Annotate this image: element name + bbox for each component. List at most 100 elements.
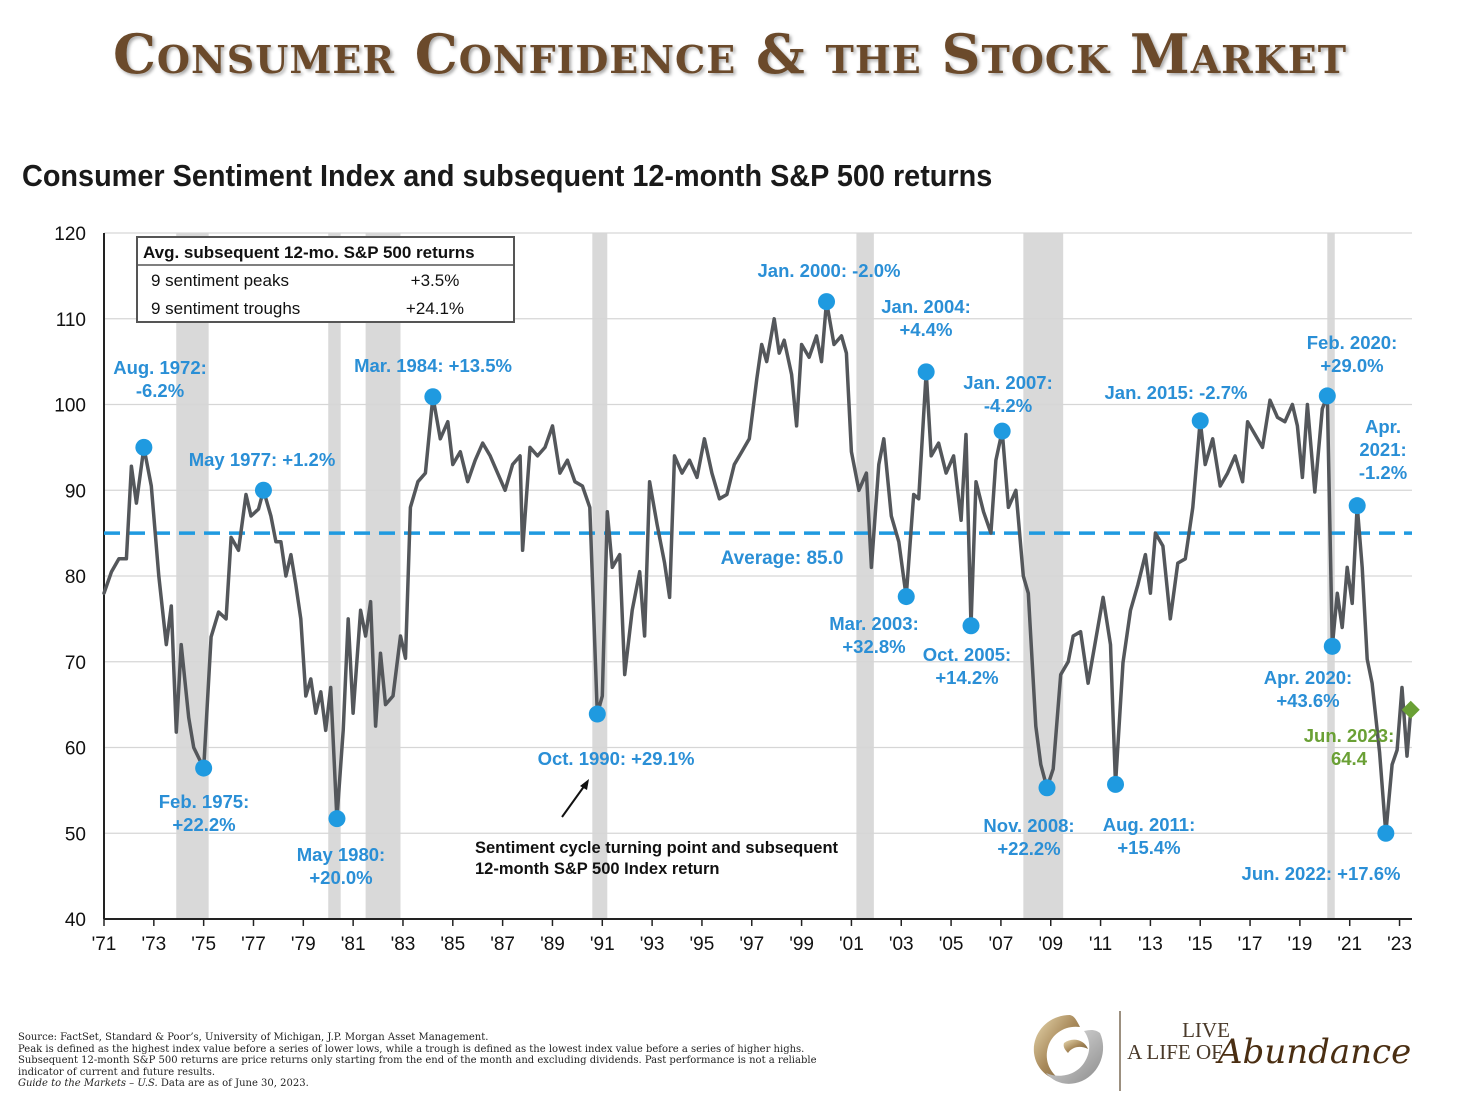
annotation: Sentiment cycle turning point and subseq… (475, 779, 839, 878)
x-tick-label: '89 (540, 934, 565, 955)
turning-point-labels: Aug. 1972:-6.2%Feb. 1975:+22.2%May 1977:… (113, 260, 1407, 888)
x-tick-label: '87 (490, 934, 515, 955)
y-tick-label: 40 (65, 910, 86, 931)
swirl-emblem-icon (1033, 1015, 1104, 1084)
guide-title: Guide to the Markets – U.S. (18, 1078, 158, 1089)
turning-point-marker (424, 388, 442, 406)
x-tick-label: '23 (1387, 934, 1412, 955)
turning-point-marker (1377, 824, 1395, 842)
turning-point-label: Jan. 2015: -2.7% (1105, 382, 1248, 403)
logo-script: Abundance (1215, 1032, 1411, 1072)
turning-point-label: +22.2% (997, 838, 1060, 859)
logo-line-1: LIVE (1182, 1018, 1230, 1042)
x-tick-label: '03 (889, 934, 914, 955)
turning-point-label: Apr. (1365, 416, 1401, 437)
x-tick-label: '95 (690, 934, 715, 955)
turning-point-marker (1348, 497, 1366, 515)
x-tick-label: '01 (839, 934, 864, 955)
turning-point-label: Nov. 2008: (983, 815, 1074, 836)
turning-point-label: Feb. 2020: (1307, 332, 1398, 353)
y-tick-label: 70 (65, 653, 86, 674)
legend-header: Avg. subsequent 12-mo. S&P 500 returns (143, 243, 475, 262)
current-value-label: Jun. 2023: (1304, 725, 1395, 746)
turning-point-marker (1107, 775, 1125, 793)
turning-point-marker (1323, 637, 1341, 655)
turning-point-label: +14.2% (935, 667, 998, 688)
current-value-label: 64.4 (1331, 748, 1368, 769)
x-tick-label: '83 (391, 934, 416, 955)
turning-point-label: -1.2% (1359, 462, 1407, 483)
turning-point-label: May 1980: (297, 844, 385, 865)
turning-point-marker (917, 363, 935, 381)
turning-point-label: +22.2% (172, 814, 235, 835)
footnote-line: Peak is defined as the highest index val… (18, 1043, 805, 1055)
guide-date: Data are as of June 30, 2023. (157, 1078, 309, 1089)
turning-point-marker (195, 759, 213, 777)
turning-point-marker (254, 481, 272, 499)
x-tick-label: '09 (1038, 934, 1063, 955)
x-tick-label: '11 (1089, 934, 1112, 955)
series-layer (102, 299, 1413, 836)
turning-point-label: Mar. 1984: +13.5% (354, 355, 512, 376)
turning-point-label: Oct. 2005: (923, 644, 1011, 665)
y-tick-label: 110 (56, 310, 86, 331)
x-tick-label: '91 (590, 934, 615, 955)
x-tick-label: '07 (989, 934, 1014, 955)
turning-point-marker (588, 705, 606, 723)
turning-point-label: -4.2% (984, 395, 1032, 416)
turning-point-label: Aug. 1972: (113, 357, 207, 378)
x-tick-label: '81 (341, 934, 366, 955)
legend-troughs-value: +24.1% (406, 299, 464, 318)
turning-point-label: Jan. 2004: (881, 296, 970, 317)
turning-point-label: +20.0% (309, 867, 372, 888)
footnote-line: Subsequent 12-month S&P 500 returns are … (18, 1055, 817, 1066)
y-tick-label: 50 (65, 824, 86, 845)
brand-logo: LIVE A LIFE OF Abundance (1033, 1011, 1411, 1091)
legend-troughs-label: 9 sentiment troughs (151, 299, 300, 318)
chart-title: Consumer Sentiment Index and subsequent … (22, 158, 993, 193)
page-title: Consumer Confidence & the Stock Market (112, 22, 1348, 86)
x-tick-label: '99 (789, 934, 814, 955)
annotation-line-2: 12-month S&P 500 Index return (475, 860, 720, 878)
turning-point-marker (1191, 412, 1209, 430)
x-tick-label: '17 (1238, 934, 1263, 955)
turning-point-label: Oct. 1990: +29.1% (538, 748, 695, 769)
turning-point-label: May 1977: +1.2% (189, 449, 336, 470)
turning-points (135, 293, 1420, 842)
turning-point-marker (1318, 387, 1336, 405)
x-tick-label: '93 (640, 934, 665, 955)
footnote-guide-line: Guide to the Markets – U.S. Data are as … (18, 1078, 918, 1090)
turning-point-marker (1038, 779, 1056, 797)
y-tick-label: 120 (54, 224, 86, 245)
turning-point-label: -6.2% (136, 380, 184, 401)
turning-point-label: Mar. 2003: (829, 613, 918, 634)
turning-point-label: Jan. 2007: (963, 372, 1052, 393)
y-tick-label: 80 (65, 567, 86, 588)
legend-box: Avg. subsequent 12-mo. S&P 500 returns 9… (136, 236, 515, 323)
x-tick-label: '73 (141, 934, 166, 955)
turning-point-label: Apr. 2020: (1264, 667, 1352, 688)
turning-point-marker (897, 588, 915, 606)
footnote: Source: FactSet, Standard & Poor’s, Univ… (18, 1032, 918, 1090)
axes: 40 50 60 70 80 90 100 110 120 '71 '73 '75 '77 '79 '81 '… (54, 224, 1412, 955)
annotation-line-1: Sentiment cycle turning point and subseq… (475, 839, 839, 857)
sentiment-chart: 40 50 60 70 80 90 100 110 120 '71 '73 '75 '77 '79 '81 '… (54, 224, 1420, 955)
turning-point-marker (962, 617, 980, 635)
y-tick-label: 90 (65, 481, 86, 502)
x-tick-label: '75 (191, 934, 216, 955)
turning-point-label: +32.8% (842, 636, 905, 657)
x-tick-label: '15 (1188, 934, 1213, 955)
turning-point-marker (818, 293, 836, 311)
turning-point-label: +4.4% (900, 319, 953, 340)
sentiment-line (102, 299, 1413, 836)
x-tick-label: '71 (92, 934, 117, 955)
x-tick-label: '85 (440, 934, 465, 955)
turning-point-label: +29.0% (1320, 355, 1383, 376)
x-tick-label: '13 (1138, 934, 1163, 955)
turning-point-marker (993, 422, 1011, 440)
turning-point-label: Jan. 2000: -2.0% (758, 260, 901, 281)
turning-point-label: 2021: (1359, 439, 1406, 460)
x-tick-label: '19 (1288, 934, 1313, 955)
x-tick-label: '21 (1337, 934, 1362, 955)
x-tick-label: '79 (291, 934, 316, 955)
